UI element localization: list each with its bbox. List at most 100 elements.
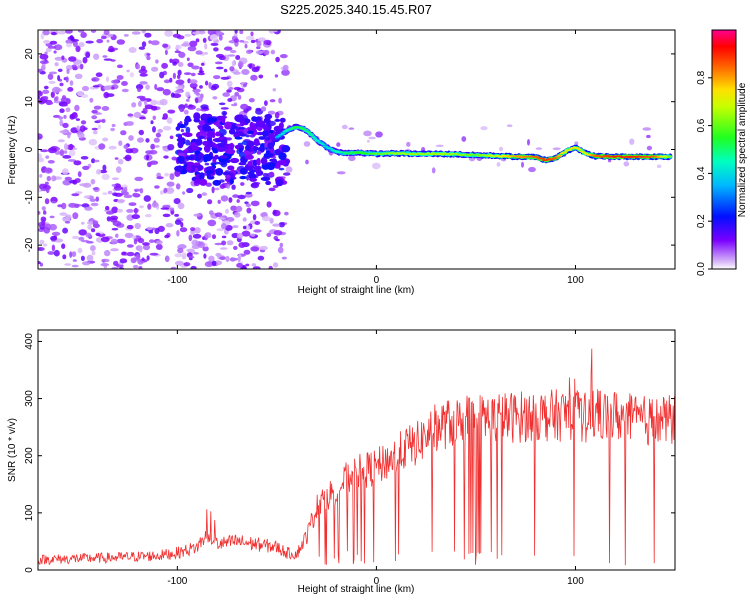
spectrogram-cell xyxy=(62,122,69,129)
spectrogram-cell xyxy=(120,130,127,136)
spectrogram-cell xyxy=(211,83,220,89)
spectrogram-cell xyxy=(65,107,71,113)
spectrogram-cell xyxy=(146,255,150,261)
spectrogram-ridge-cell xyxy=(575,147,581,149)
spectrogram-cell xyxy=(47,160,55,164)
spectrogram-cell xyxy=(42,30,50,36)
spectrogram-cell xyxy=(242,225,247,230)
spectrogram-cell xyxy=(265,118,271,126)
spectrogram-cell xyxy=(190,265,197,269)
spectrogram-cell xyxy=(187,46,197,52)
spectrogram-cell xyxy=(150,99,158,106)
spectrogram-cell xyxy=(203,157,208,163)
spectrogram-cell xyxy=(215,66,224,70)
spectrogram-cell xyxy=(136,63,141,70)
spectrogram-cell xyxy=(78,42,85,48)
spectrogram-cell xyxy=(220,107,229,110)
spectrogram-cell xyxy=(126,208,134,213)
x-tick-label: -100 xyxy=(167,275,187,286)
spectrogram-y-ticks: -20 -10 0 10 20 xyxy=(24,48,675,252)
spectrogram-cell xyxy=(225,175,231,179)
spectrogram-cell xyxy=(257,255,265,261)
spectrogram-cell xyxy=(108,145,117,150)
spectrogram-cell xyxy=(42,243,48,247)
spectrogram-cell xyxy=(80,255,85,261)
spectrogram-cell xyxy=(190,227,196,232)
spectrogram-cell xyxy=(264,136,271,141)
spectrogram-cell xyxy=(263,39,272,46)
spectrogram-cell xyxy=(209,34,218,41)
spectrogram-ridge-cell xyxy=(516,155,522,157)
spectrogram-cell xyxy=(221,115,226,124)
spectrogram-cell xyxy=(234,91,240,97)
spectrogram-cell xyxy=(232,194,240,198)
snr-y-ticks: 0 100 200 300 400 xyxy=(24,333,675,573)
spectrogram-cell xyxy=(198,120,206,126)
spectrogram-cell xyxy=(170,92,175,98)
spectrogram-cell xyxy=(195,92,201,96)
spectrogram-cell xyxy=(250,200,260,207)
spectrogram-cell xyxy=(95,196,100,202)
spectrogram-cell xyxy=(138,246,143,253)
spectrogram-cell xyxy=(39,53,49,60)
spectrogram-cell xyxy=(64,263,72,266)
spectrogram-cell xyxy=(256,40,262,47)
spectrogram-cell xyxy=(208,210,214,216)
spectrogram-cell xyxy=(233,33,238,37)
y-tick-label: 400 xyxy=(24,333,35,350)
spectrogram-ridge-cell xyxy=(429,153,434,156)
spectrogram-cell xyxy=(43,85,49,90)
spectrogram-cell xyxy=(100,236,110,243)
spectrogram-cell xyxy=(110,59,116,62)
spectrogram-cell xyxy=(238,242,246,248)
spectrogram-cell xyxy=(137,237,145,244)
spectrogram-cell xyxy=(69,35,74,41)
spectrogram-cell xyxy=(521,161,524,168)
spectrogram-cell xyxy=(199,85,203,89)
spectrogram-cell xyxy=(202,246,209,252)
spectrogram-cell xyxy=(95,72,103,77)
spectrogram-cell xyxy=(174,165,184,172)
spectrogram-cell xyxy=(177,247,184,254)
spectrogram-cell xyxy=(199,178,208,186)
spectrogram-cell xyxy=(74,73,83,80)
spectrogram-cell xyxy=(75,191,83,195)
spectrogram-cell xyxy=(75,45,81,53)
spectrogram-cell xyxy=(193,162,201,166)
spectrogram-cell xyxy=(159,190,165,195)
spectrogram-cell xyxy=(185,139,191,146)
spectrogram-cell xyxy=(49,215,55,219)
spectrogram-cell xyxy=(255,120,266,128)
spectrogram-cell xyxy=(118,140,123,146)
spectrogram-cell xyxy=(195,38,200,43)
spectrogram-cell xyxy=(114,157,119,160)
x-tick-label: 100 xyxy=(567,275,584,286)
spectrogram-cell xyxy=(264,113,273,120)
spectrogram-cell xyxy=(176,230,180,237)
spectrogram-cell xyxy=(114,192,123,197)
spectrogram-cell xyxy=(227,165,235,171)
spectrogram-cell xyxy=(61,243,66,249)
spectrogram-cell xyxy=(45,155,50,159)
spectrogram-cell xyxy=(82,165,90,170)
spectrogram-ridge-cell xyxy=(347,152,353,155)
spectrogram-cell xyxy=(144,99,148,106)
spectrogram-cell xyxy=(275,56,280,63)
spectrogram-ridge-cell xyxy=(577,148,582,151)
spectrogram-cell xyxy=(211,186,215,194)
spectrogram-cell xyxy=(40,188,48,192)
spectrogram-cell xyxy=(257,37,266,43)
spectrogram-cell xyxy=(252,266,261,269)
spectrogram-cell xyxy=(78,236,85,241)
spectrogram-x-ticks: -100 0 100 xyxy=(167,30,584,286)
spectrogram-ridge-cell xyxy=(567,149,573,151)
spectrogram-cell xyxy=(228,128,236,135)
spectrogram-cell xyxy=(182,191,186,195)
spectrogram-cell xyxy=(53,44,63,51)
spectrogram-cell xyxy=(53,249,60,257)
spectrogram-cell xyxy=(38,133,43,140)
spectrogram-cell xyxy=(154,185,160,189)
spectrogram-cell xyxy=(72,259,77,262)
spectrogram-cell xyxy=(176,137,186,143)
